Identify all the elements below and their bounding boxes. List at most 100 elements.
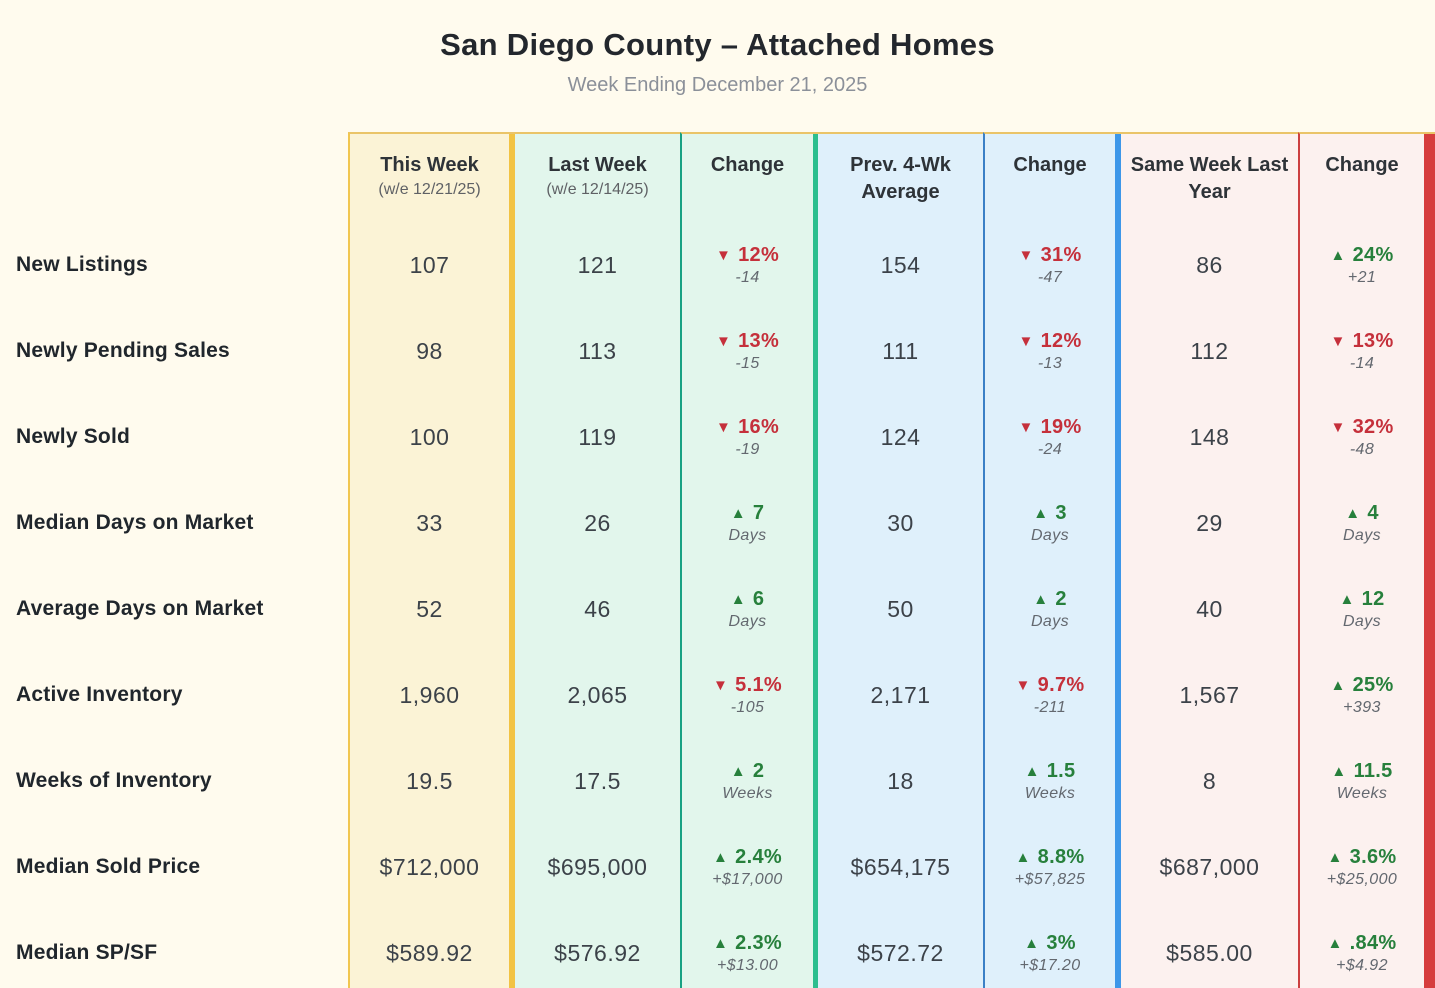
change-headline: ▼ 32% xyxy=(1330,416,1393,439)
change-headline: ▼ 31% xyxy=(1018,244,1081,267)
change-detail: Days xyxy=(728,612,767,630)
change-detail: +21 xyxy=(1347,268,1377,286)
change-detail: Weeks xyxy=(1024,784,1076,802)
prev-4wk-average-value: 50 xyxy=(818,566,983,652)
change-percent: .84% xyxy=(1349,931,1397,954)
report-header: San Diego County – Attached Homes Week E… xyxy=(0,0,1435,132)
down-triangle-icon: ▼ xyxy=(1018,332,1034,350)
change-headline: ▲ 2.4% xyxy=(713,846,782,869)
last-week-value: 119 xyxy=(515,394,680,480)
last-week-value: 121 xyxy=(515,222,680,308)
column-sublabel: (w/e 12/14/25) xyxy=(546,181,649,198)
last-week-value: 46 xyxy=(515,566,680,652)
change-detail: -105 xyxy=(730,698,765,716)
up-triangle-icon: ▲ xyxy=(730,504,746,522)
down-triangle-icon: ▼ xyxy=(715,418,732,436)
change-percent: 32% xyxy=(1352,415,1394,438)
change-percent: 2.3% xyxy=(735,931,782,954)
same-week-last-year-value: 112 xyxy=(1121,308,1298,394)
change-percent: 24% xyxy=(1352,243,1394,266)
metric-label: Active Inventory xyxy=(16,683,183,706)
change-headline: ▲ 24% xyxy=(1330,244,1393,267)
column-label: Change xyxy=(710,154,785,176)
change-headline: ▲ 6 xyxy=(731,588,765,611)
change-headline: ▼ 19% xyxy=(1018,416,1081,439)
change-detail: -47 xyxy=(1037,268,1063,286)
this-week-value: 19.5 xyxy=(348,738,509,824)
change-vs-last-year: ▲ 24% +21 xyxy=(1298,222,1424,308)
change-detail: Days xyxy=(1030,612,1070,630)
last-week-value: $695,000 xyxy=(515,824,680,910)
up-triangle-icon: ▲ xyxy=(1024,934,1040,952)
metrics-table: This Week (w/e 12/21/25) Last Week (w/e … xyxy=(0,132,1435,988)
column-label: This Week xyxy=(380,154,479,176)
this-week-value: 52 xyxy=(348,566,509,652)
same-week-last-year-value: 148 xyxy=(1121,394,1298,480)
change-percent: 4 xyxy=(1367,501,1379,524)
up-triangle-icon: ▲ xyxy=(1330,676,1346,694)
down-triangle-icon: ▼ xyxy=(1330,418,1346,436)
change-headline: ▲ 7 xyxy=(731,502,765,525)
same-week-last-year-value: 8 xyxy=(1121,738,1298,824)
this-week-value: 1,960 xyxy=(348,652,509,738)
column-header-this-week: This Week (w/e 12/21/25) xyxy=(348,132,509,222)
change-percent: 8.8% xyxy=(1037,845,1085,868)
teal-section-divider xyxy=(813,132,818,988)
up-triangle-icon: ▲ xyxy=(1327,934,1343,952)
down-triangle-icon: ▼ xyxy=(715,246,732,264)
change-detail: -13 xyxy=(1037,354,1063,372)
same-week-last-year-value: $585.00 xyxy=(1121,910,1298,988)
prev-4wk-average-value: 2,171 xyxy=(818,652,983,738)
change-vs-4wk-average: ▲ 3 Days xyxy=(983,480,1115,566)
change-vs-4wk-average: ▼ 31% -47 xyxy=(983,222,1115,308)
column-header-change-vs-4wk: Change xyxy=(983,132,1115,222)
column-header-prev-4wk-average: Prev. 4-Wk Average xyxy=(818,132,983,222)
week-over-week-change: ▼ 5.1% -105 xyxy=(680,652,813,738)
metric-label: Median SP/SF xyxy=(16,941,158,964)
change-headline: ▲ 3% xyxy=(1024,932,1076,955)
prev-4wk-average-value: 111 xyxy=(818,308,983,394)
week-over-week-change: ▼ 12% -14 xyxy=(680,222,813,308)
change-percent: 3 xyxy=(1055,501,1067,524)
column-sublabel: (w/e 12/21/25) xyxy=(378,181,481,198)
this-week-value: 33 xyxy=(348,480,509,566)
change-detail: +$57,825 xyxy=(1014,870,1086,888)
change-percent: 6 xyxy=(752,587,765,610)
red-section-divider xyxy=(1424,132,1435,988)
change-headline: ▼ 13% xyxy=(1330,330,1393,353)
change-headline: ▼ 9.7% xyxy=(1016,674,1085,697)
change-percent: 31% xyxy=(1040,243,1082,266)
change-headline: ▲ 2 xyxy=(1033,588,1067,611)
change-vs-4wk-average: ▲ 8.8% +$57,825 xyxy=(983,824,1115,910)
week-over-week-change: ▲ 2.3% +$13.00 xyxy=(680,910,813,988)
change-headline: ▲ 8.8% xyxy=(1016,846,1085,869)
week-over-week-change: ▲ 7 Days xyxy=(680,480,813,566)
change-vs-4wk-average: ▼ 19% -24 xyxy=(983,394,1115,480)
change-vs-last-year: ▲ 4 Days xyxy=(1298,480,1424,566)
change-detail: Weeks xyxy=(722,784,773,802)
week-over-week-change: ▼ 16% -19 xyxy=(680,394,813,480)
change-percent: 13% xyxy=(1352,329,1394,352)
change-percent: 19% xyxy=(1040,415,1082,438)
change-headline: ▲ .84% xyxy=(1328,932,1397,955)
change-headline: ▲ 4 xyxy=(1345,502,1379,525)
change-vs-4wk-average: ▲ 2 Days xyxy=(983,566,1115,652)
metric-label: Newly Sold xyxy=(16,425,131,448)
change-detail: +$17.20 xyxy=(1019,956,1081,974)
column-header-same-week-last-year: Same Week Last Year xyxy=(1121,132,1298,222)
up-triangle-icon: ▲ xyxy=(730,590,746,608)
week-over-week-change: ▲ 2 Weeks xyxy=(680,738,813,824)
change-percent: 12% xyxy=(738,243,780,266)
up-triangle-icon: ▲ xyxy=(1339,590,1355,608)
change-percent: 1.5 xyxy=(1046,759,1076,782)
metric-label: Weeks of Inventory xyxy=(16,769,212,792)
up-triangle-icon: ▲ xyxy=(1033,504,1049,522)
change-headline: ▲ 1.5 xyxy=(1025,760,1076,783)
prev-4wk-average-value: $654,175 xyxy=(818,824,983,910)
last-week-value: 2,065 xyxy=(515,652,680,738)
change-detail: -15 xyxy=(735,354,760,372)
change-headline: ▲ 2 xyxy=(731,760,765,783)
change-percent: 5.1% xyxy=(735,673,782,696)
column-label: Last Week xyxy=(548,154,647,176)
change-percent: 2.4% xyxy=(735,845,782,868)
